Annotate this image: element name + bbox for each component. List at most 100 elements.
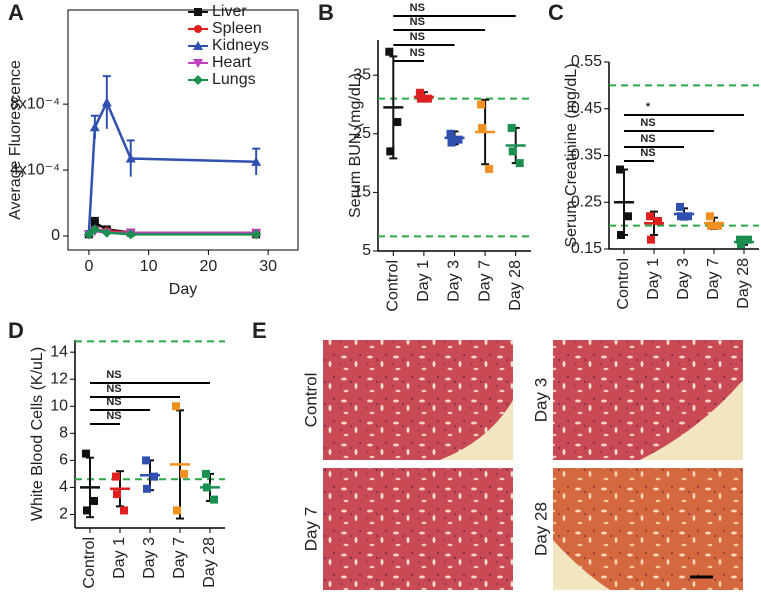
data-point bbox=[120, 506, 128, 515]
significance-label: * bbox=[646, 101, 651, 113]
data-point bbox=[83, 506, 91, 515]
data-point bbox=[647, 235, 655, 244]
marker bbox=[83, 229, 94, 240]
marker bbox=[90, 218, 99, 227]
x-tick-label: 10 bbox=[140, 258, 158, 275]
data-point bbox=[447, 138, 456, 147]
marker bbox=[193, 75, 203, 85]
histology-image bbox=[553, 468, 743, 590]
x-tick-label: Day 3 bbox=[141, 537, 158, 579]
x-tick-label: Day 1 bbox=[645, 258, 662, 300]
significance-label: NS bbox=[410, 16, 425, 28]
marker bbox=[251, 229, 262, 240]
marker bbox=[125, 153, 136, 163]
significance-label: NS bbox=[640, 117, 655, 129]
x-tick-label: Day 7 bbox=[705, 258, 722, 300]
x-tick-label: 0 bbox=[84, 258, 93, 275]
y-tick-label: 14 bbox=[50, 343, 68, 360]
x-tick-label: Day 28 bbox=[735, 258, 752, 309]
background-region bbox=[640, 380, 743, 460]
panel-letter: E bbox=[252, 318, 267, 343]
data-point bbox=[446, 129, 455, 138]
data-point bbox=[142, 456, 150, 465]
y-tick-label: 8 bbox=[59, 425, 68, 442]
data-point bbox=[616, 165, 624, 174]
legend-label: Spleen bbox=[212, 20, 262, 37]
marker bbox=[89, 122, 100, 132]
data-point bbox=[677, 212, 685, 221]
plot-frame bbox=[67, 9, 299, 251]
y-tick-label: 0.25 bbox=[571, 193, 602, 210]
x-tick-label: 20 bbox=[199, 258, 217, 275]
data-point bbox=[507, 123, 516, 132]
panel-letter: D bbox=[8, 318, 24, 343]
y-axis-label: White Blood Cells (K/uL) bbox=[29, 347, 46, 521]
data-point bbox=[180, 469, 188, 478]
data-point bbox=[617, 230, 625, 239]
y-tick-label: 2 bbox=[59, 506, 68, 523]
y-tick-label: 15 bbox=[353, 184, 371, 201]
data-point bbox=[478, 123, 487, 132]
marker bbox=[194, 25, 202, 33]
x-tick-label: 30 bbox=[259, 258, 277, 275]
data-point bbox=[210, 495, 218, 504]
background-region bbox=[553, 540, 610, 590]
x-tick-label: Day 7 bbox=[171, 537, 188, 579]
data-point bbox=[385, 47, 394, 56]
panel-letter: C bbox=[548, 0, 564, 25]
series-line bbox=[87, 99, 257, 233]
y-tick-label: 25 bbox=[353, 125, 371, 142]
x-tick-label: Day 7 bbox=[476, 260, 493, 302]
data-point bbox=[90, 496, 98, 505]
y-tick-label: 0.15 bbox=[571, 240, 602, 257]
data-point bbox=[202, 469, 210, 478]
y-tick-label: 6 bbox=[59, 452, 68, 469]
x-axis-label: Day bbox=[169, 281, 197, 298]
y-tick-label: 10 bbox=[50, 397, 68, 414]
y-tick-label: 4x10⁻⁴ bbox=[10, 161, 60, 178]
histology-panel: E Control Day 3 Day 7 Day 28 bbox=[252, 318, 743, 590]
data-point bbox=[508, 147, 517, 156]
x-tick-label: Day 3 bbox=[675, 258, 692, 300]
significance-label: NS bbox=[410, 2, 425, 14]
data-point bbox=[684, 212, 692, 221]
legend-label: Liver bbox=[212, 3, 247, 20]
data-point bbox=[386, 147, 395, 156]
data-point bbox=[173, 506, 181, 515]
y-tick-label: 0.35 bbox=[571, 147, 602, 164]
data-point bbox=[707, 221, 715, 230]
marker bbox=[101, 97, 112, 107]
data-point bbox=[423, 94, 432, 103]
panel-letter: B bbox=[318, 0, 334, 25]
data-point bbox=[113, 490, 121, 499]
data-point bbox=[714, 221, 722, 230]
y-tick-label: 5 bbox=[362, 242, 371, 259]
data-point bbox=[706, 212, 714, 221]
data-point bbox=[150, 472, 158, 481]
image-label: Control bbox=[301, 373, 320, 428]
data-point bbox=[737, 240, 745, 249]
legend-label: Kidneys bbox=[212, 37, 269, 54]
background-region bbox=[440, 400, 513, 460]
data-point bbox=[477, 100, 486, 109]
significance-label: NS bbox=[640, 133, 655, 145]
significance-label: NS bbox=[106, 383, 121, 395]
marker bbox=[125, 229, 136, 240]
histology-image bbox=[323, 468, 513, 590]
y-tick-label: 0.45 bbox=[571, 100, 602, 117]
data-point bbox=[143, 484, 151, 493]
data-point bbox=[485, 164, 494, 173]
significance-label: NS bbox=[106, 410, 121, 422]
y-tick-label: 0.55 bbox=[571, 53, 602, 70]
data-point bbox=[744, 235, 752, 244]
y-axis-label: Average Fluorescence bbox=[7, 60, 24, 220]
x-tick-label: Day 28 bbox=[201, 537, 218, 588]
legend-label: Heart bbox=[212, 54, 252, 71]
data-point bbox=[515, 159, 524, 168]
data-point bbox=[654, 216, 662, 225]
x-tick-label: Day 1 bbox=[415, 260, 432, 302]
significance-label: NS bbox=[410, 31, 425, 43]
marker bbox=[89, 224, 100, 235]
x-tick-label: Control bbox=[81, 537, 98, 589]
